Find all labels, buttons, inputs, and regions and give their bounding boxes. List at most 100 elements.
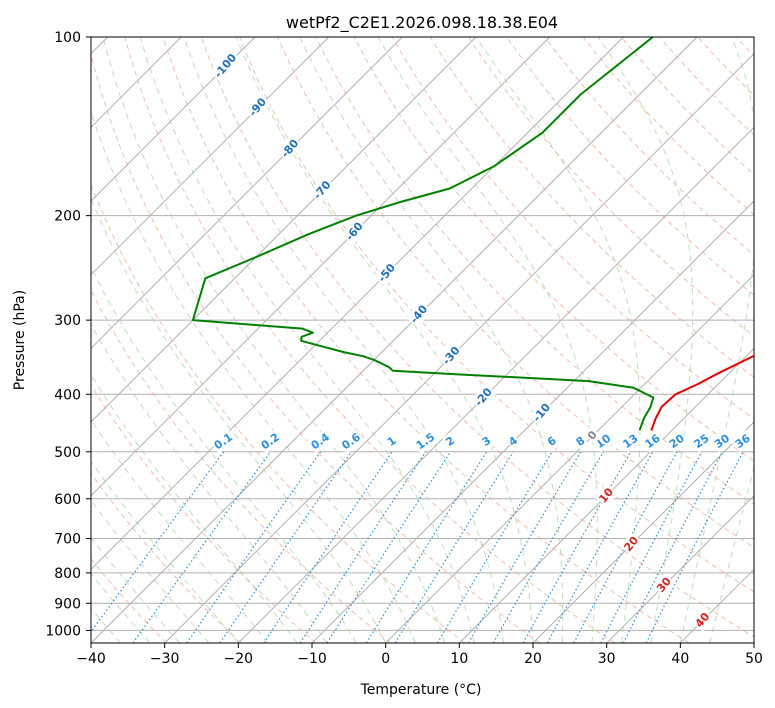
mixing-ratio-line xyxy=(436,451,553,643)
dry-adiabat-label-background xyxy=(373,259,400,287)
moist-adiabat-line xyxy=(679,37,754,643)
dry-adiabat-line xyxy=(91,384,317,643)
isotherm-line xyxy=(385,273,754,643)
temperature-profile xyxy=(650,354,754,431)
mixing-ratio-label-background xyxy=(504,432,522,451)
mixing-ratio-line xyxy=(132,451,272,643)
axes: −40 −30 −20 −10 0 10 20 30 40 50 1000 900 800 700 600 5… xyxy=(45,30,763,667)
y-tick-label: 700 xyxy=(54,532,81,548)
mixing-ratio-label-background xyxy=(572,432,589,451)
y-tick-label: 1000 xyxy=(45,623,81,639)
y-tick-label: 500 xyxy=(54,445,81,461)
dry-adiabat-label-background xyxy=(583,426,602,444)
mixing-ratio-label-background xyxy=(665,430,689,453)
plot-frame xyxy=(90,36,755,644)
x-tick-label: −30 xyxy=(150,651,180,667)
dry-adiabat-line xyxy=(620,37,754,176)
isotherm-line xyxy=(91,37,256,202)
chart-title: wetPf2_C2E1.2026.098.18.38.E04 xyxy=(286,13,558,33)
x-tick-label: 50 xyxy=(745,651,763,667)
isotherm-line xyxy=(164,52,754,643)
moist-adiabat-line xyxy=(235,37,534,643)
dry-adiabat-line xyxy=(353,37,754,462)
dry-adiabat-label-background xyxy=(691,608,715,632)
moist-adiabat-line xyxy=(102,37,446,643)
mixing-ratio-label-background xyxy=(412,429,439,454)
moist-adiabat-line xyxy=(91,197,387,643)
dry-adiabat-label-background xyxy=(406,300,432,328)
y-tick-label: 100 xyxy=(54,30,81,46)
dry-adiabat-line xyxy=(91,183,466,643)
moist-adiabat-line xyxy=(91,110,416,643)
mixing-ratio-label-background xyxy=(478,432,495,451)
dry-adiabat-line xyxy=(91,472,242,643)
y-tick-label: 200 xyxy=(54,209,81,225)
dry-adiabat-label-background xyxy=(309,176,336,204)
mixing-ratio-label-background xyxy=(383,432,401,451)
y-axis-label: Pressure (hPa) xyxy=(12,290,28,390)
mixing-ratio-line xyxy=(365,451,488,643)
isotherm-line xyxy=(311,200,754,643)
dry-adiabat-label-background xyxy=(210,49,241,83)
moist-adiabat-line xyxy=(91,499,210,643)
dry-adiabat-line xyxy=(506,37,754,296)
mixing-ratio-line xyxy=(522,451,632,643)
dry-adiabat-line xyxy=(91,52,541,643)
y-tick-label: 600 xyxy=(54,492,81,508)
moist-adiabat-line xyxy=(377,37,598,643)
mixing-ratio-label-background xyxy=(337,428,365,454)
isotherm-line xyxy=(91,37,698,643)
mixing-ratio-label-background xyxy=(543,432,561,451)
dry-adiabat-label-background xyxy=(341,218,368,245)
isotherm-line xyxy=(91,37,477,423)
dry-adiabat-label-background xyxy=(594,483,618,507)
moist-adiabat-line xyxy=(709,465,754,643)
mixing-ratio-label-background xyxy=(710,430,734,453)
y-tick-label: 900 xyxy=(54,596,81,612)
x-tick-label: 30 xyxy=(598,651,616,667)
dry-adiabat-label-background xyxy=(528,399,555,426)
mixing-ratio-label-background xyxy=(307,428,334,454)
x-tick-label: −20 xyxy=(224,651,254,667)
x-tick-label: −40 xyxy=(76,651,106,667)
dry-adiabat-line xyxy=(239,37,754,593)
mixing-ratio-label-background xyxy=(442,432,459,451)
dry-adiabat-line xyxy=(124,37,615,643)
x-tick-label: 20 xyxy=(524,651,542,667)
dry-adiabat-label-background xyxy=(619,532,643,556)
moist-adiabat-line xyxy=(91,460,239,643)
mixing-ratio-line xyxy=(394,451,514,643)
dry-adiabat-line xyxy=(315,37,754,505)
isotherm-line xyxy=(237,126,754,643)
isotherm-line xyxy=(91,37,330,276)
mixing-ratio-label-background xyxy=(619,430,642,453)
dry-adiabat-label-background xyxy=(244,93,271,121)
isotherm-line xyxy=(91,37,624,571)
x-tick-label: −10 xyxy=(297,651,327,667)
mixing-ratio-line xyxy=(492,451,605,643)
dry-adiabat-label-background xyxy=(470,383,497,411)
mixing-ratio-label-background xyxy=(591,430,615,453)
dry-adiabat-label-background xyxy=(277,135,303,162)
mixing-ratio-line xyxy=(326,451,452,643)
x-tick-label: 0 xyxy=(381,651,390,667)
moist-adiabat-line xyxy=(91,536,180,643)
dry-adiabat-line xyxy=(91,289,391,643)
x-axis-label: Temperature (°C) xyxy=(360,682,482,698)
y-tick-label: 300 xyxy=(54,313,81,329)
mixing-ratio-line xyxy=(546,451,654,643)
moist-adiabat-line xyxy=(299,37,564,643)
dry-adiabat-line xyxy=(582,37,754,216)
dry-adiabat-line xyxy=(200,37,754,638)
moist-adiabat-line xyxy=(597,37,694,643)
profile-lines xyxy=(191,37,754,431)
moist-adiabat-line xyxy=(91,265,357,643)
mixing-ratio-label-background xyxy=(641,430,665,453)
dry-adiabat-label-background xyxy=(438,342,465,369)
dry-adiabat-line xyxy=(162,37,690,643)
x-tick-label: 40 xyxy=(671,651,689,667)
y-tick-label: 800 xyxy=(54,566,81,582)
mixing-ratio-label-background xyxy=(210,429,237,454)
